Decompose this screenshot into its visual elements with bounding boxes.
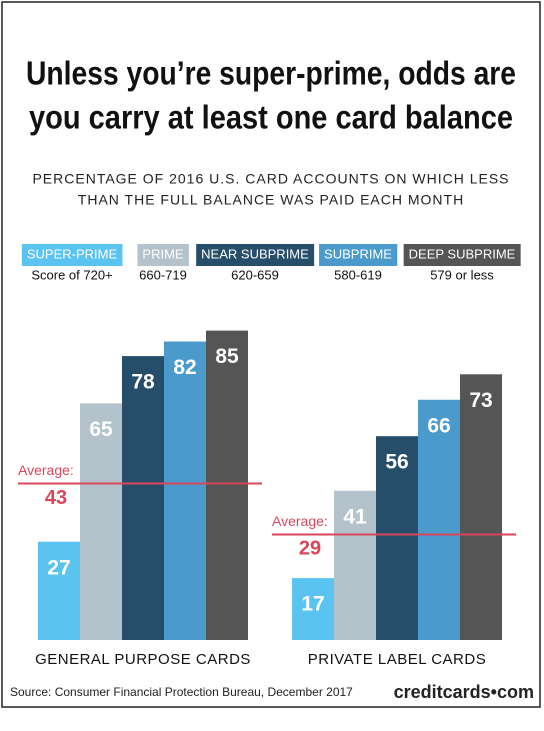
value-label: 17 [301,593,324,616]
value-label: 41 [343,505,367,528]
bar [334,490,376,640]
legend-range: 620-659 [231,267,279,282]
legend-label: SUBPRIME [324,246,392,261]
average-label: Average: [272,513,328,529]
legend-range: 580-619 [334,267,382,282]
legend-swatch [403,244,521,266]
bar [376,436,418,640]
value-label: 56 [385,451,408,474]
bar [122,356,164,640]
value-label: 82 [173,356,196,379]
legend-swatch [196,244,315,266]
subtitle: PERCENTAGE OF 2016 U.S. CARD ACCOUNTS ON… [32,171,509,187]
category-label: GENERAL PURPOSE CARDS [35,651,251,668]
bar [80,403,122,640]
subtitle: THAN THE FULL BALANCE WAS PAID EACH MONT… [78,192,464,208]
chart-title: you carry at least one card balance [29,99,513,136]
source: Source: Consumer Financial Protection Bu… [10,685,353,699]
legend-label: DEEP SUBPRIME [409,246,516,261]
bar [292,578,334,640]
value-label: 85 [215,345,239,368]
bar [206,330,248,640]
chart-title: Unless you’re super-prime, odds are [26,55,516,92]
legend-swatch [137,244,189,266]
legend-range: 660-719 [139,267,187,282]
bar [418,399,460,640]
legend-swatch [319,244,398,266]
brand: creditcards•com [394,682,534,702]
legend-range: 579 or less [430,267,494,282]
bar [460,374,502,640]
average-value: 29 [299,538,321,560]
category-label: PRIVATE LABEL CARDS [308,651,486,668]
average-value: 43 [45,487,67,509]
legend-label: PRIME [142,246,184,261]
legend-swatch [21,244,123,266]
value-label: 65 [89,418,113,441]
average-label: Average: [18,462,74,478]
value-label: 73 [469,389,492,412]
bar [164,341,206,640]
value-label: 66 [427,414,450,437]
legend-range: Score of 720+ [31,267,112,282]
value-label: 27 [47,556,70,579]
value-label: 78 [131,371,155,394]
legend-label: SUPER-PRIME [27,246,118,261]
bar [38,541,80,640]
legend-label: NEAR SUBPRIME [201,246,309,261]
